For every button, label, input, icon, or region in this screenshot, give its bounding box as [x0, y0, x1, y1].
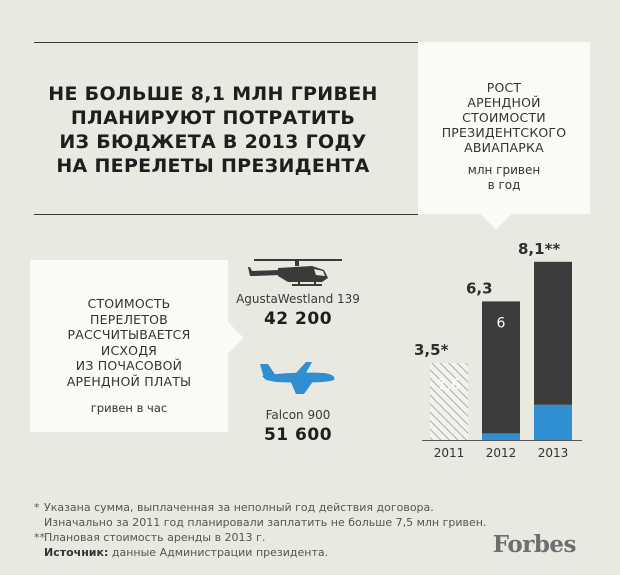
growth-callout: РОСТ АРЕНДНОЙ СТОИМОСТИ ПРЕЗИДЕНТСКОГО А…	[418, 42, 590, 230]
rent-growth-chart: 1,6 3,5* 2011 6 6,3 2012 8,1** 2013	[414, 240, 582, 460]
footnote-mark: *	[34, 501, 40, 514]
hourly-title-line: АРЕНДНОЙ ПЛАТЫ	[66, 373, 192, 389]
hourly-title-line: ИСХОДЯ	[100, 342, 158, 358]
footnote-line: Плановая стоимость аренды в 2013 г.	[44, 531, 266, 544]
year-tick-label: 2012	[486, 446, 517, 460]
aircraft-price: 42 200	[263, 309, 333, 329]
aircraft-name: Falcon 900	[265, 408, 331, 422]
growth-title-line: АВИАПАРКА	[464, 140, 544, 155]
total-label: 8,1**	[518, 240, 560, 258]
total-label: 3,5*	[414, 341, 449, 359]
year-tick-label: 2011	[434, 446, 465, 460]
aircraft-name: AgustaWestland 139	[236, 292, 360, 306]
hourly-title-line: ПЕРЕЛЕТОВ	[90, 311, 168, 327]
source-text: данные Администрации президента.	[108, 546, 329, 559]
bar-segment	[534, 261, 572, 405]
helicopter-icon	[248, 259, 342, 286]
unit-line: в год	[487, 178, 521, 192]
headline-line: НЕ БОЛЬШЕ 8,1 МЛН ГРИВЕН	[48, 83, 378, 105]
segment-label: 1,6	[438, 377, 460, 393]
source-label: Источник:	[44, 546, 109, 559]
bar-segment	[482, 301, 520, 434]
footnote-mark: **	[34, 531, 45, 544]
year-tick-label: 2013	[538, 446, 569, 460]
airplane-icon	[260, 362, 335, 394]
hourly-cost-title: СТОИМОСТЬ ПЕРЕЛЕТОВ РАССЧИТЫВАЕТСЯ ИСХОД…	[30, 296, 228, 389]
headline-line: ИЗ БЮДЖЕТА В 2013 ГОДУ	[59, 131, 367, 153]
footnote-line: Указана сумма, выплаченная за неполный г…	[44, 501, 434, 514]
falcon-info: Falcon 900 51 600	[244, 408, 352, 445]
total-label: 6,3	[466, 279, 493, 297]
bar-segment	[534, 404, 572, 440]
growth-title-line: АРЕНДНОЙ	[467, 95, 541, 110]
agusta-info: AgustaWestland 139 42 200	[232, 292, 364, 329]
growth-title-line: РОСТ	[486, 80, 522, 95]
hourly-title-line: СТОИМОСТЬ	[87, 296, 171, 311]
top-rule	[34, 42, 418, 43]
headline: НЕ БОЛЬШЕ 8,1 МЛН ГРИВЕН ПЛАНИРУЮТ ПОТРА…	[40, 82, 386, 178]
source-line: Источник: данные Администрации президент…	[34, 545, 494, 560]
unit-line: млн гривен	[467, 163, 541, 177]
footnote: * Указана сумма, выплаченная за неполный…	[34, 500, 494, 530]
aircraft-price: 51 600	[263, 425, 333, 445]
growth-callout-unit: млн гривен в год	[418, 163, 590, 193]
headline-line: ПЛАНИРУЮТ ПОТРАТИТЬ	[70, 107, 356, 129]
growth-title-line: ПРЕЗИДЕНТСКОГО	[441, 125, 567, 140]
hourly-cost-callout: СТОИМОСТЬ ПЕРЕЛЕТОВ РАССЧИТЫВАЕТСЯ ИСХОД…	[30, 260, 244, 432]
bar-segment	[482, 433, 520, 440]
hourly-cost-unit: гривен в час	[90, 401, 168, 415]
growth-title-line: СТОИМОСТИ	[462, 110, 546, 125]
footnote-line: Изначально за 2011 год планировали запла…	[44, 516, 487, 529]
bar-segment	[430, 363, 468, 440]
hourly-title-line: РАССЧИТЫВАЕТСЯ	[67, 327, 191, 342]
hourly-title-line: ИЗ ПОЧАСОВОЙ	[75, 358, 183, 373]
headline-line: НА ПЕРЕЛЕТЫ ПРЕЗИДЕНТА	[56, 155, 370, 177]
segment-label: 6	[497, 315, 506, 331]
middle-rule	[34, 214, 418, 215]
footnotes: * Указана сумма, выплаченная за неполный…	[34, 500, 494, 560]
forbes-logo: Forbes	[492, 531, 577, 558]
growth-callout-title: РОСТ АРЕНДНОЙ СТОИМОСТИ ПРЕЗИДЕНТСКОГО А…	[418, 80, 590, 155]
footnote: ** Плановая стоимость аренды в 2013 г.	[34, 530, 494, 545]
